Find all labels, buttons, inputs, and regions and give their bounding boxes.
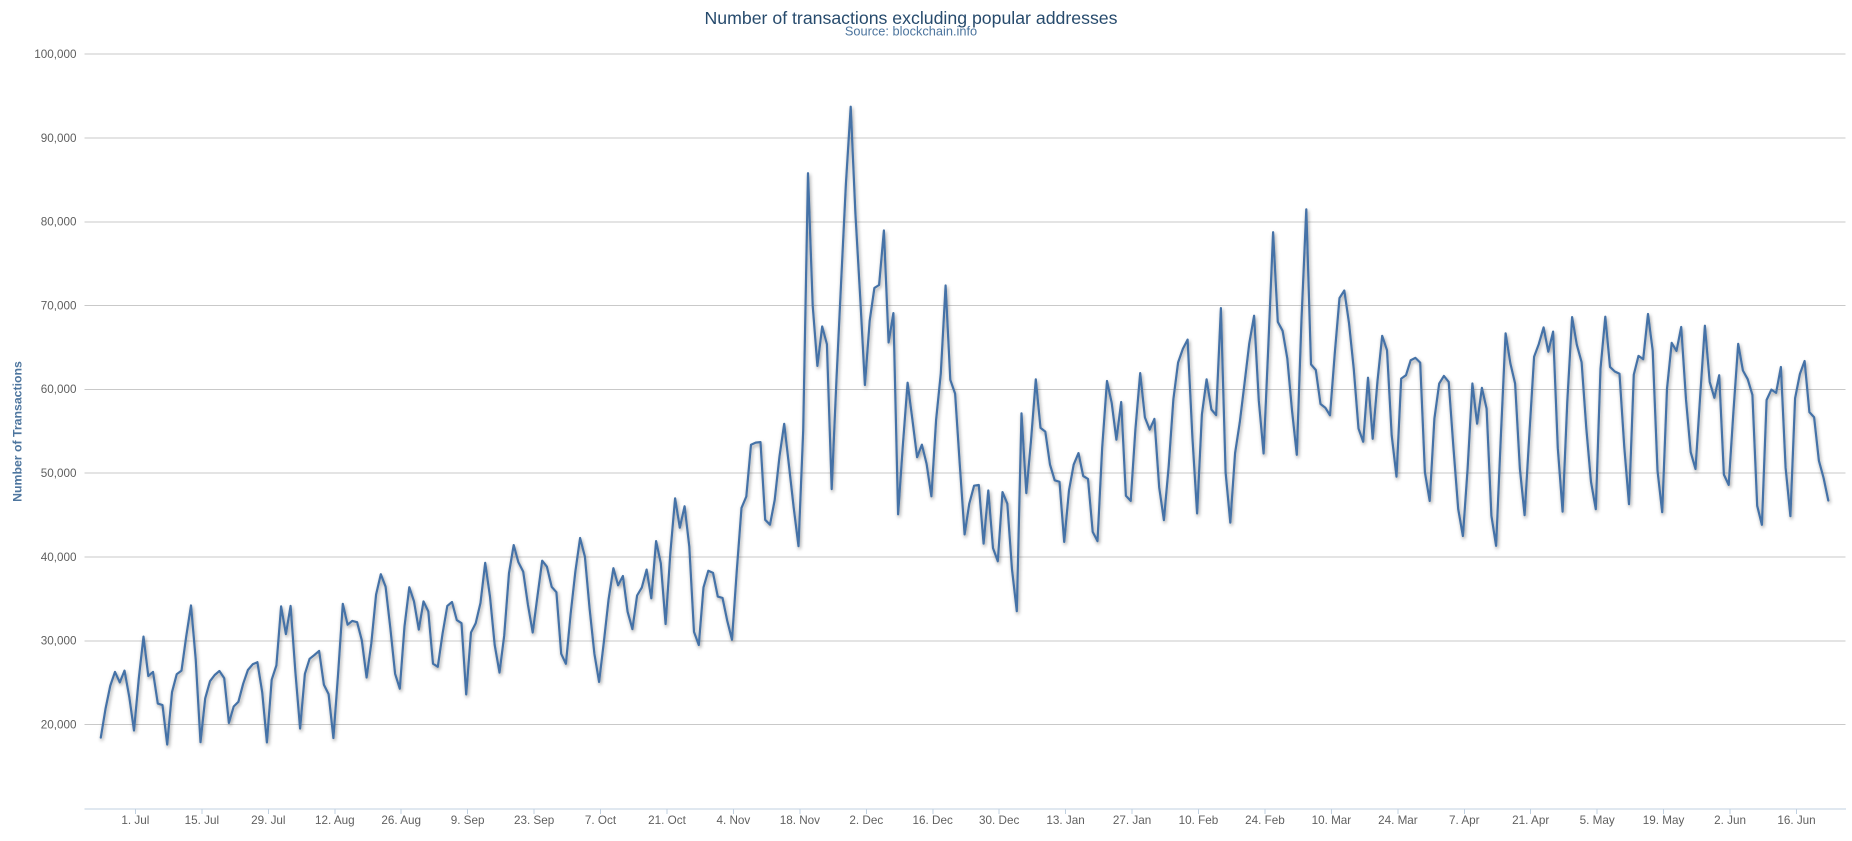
svg-text:Number of transactions excludi: Number of transactions excluding popular… (705, 8, 1118, 28)
svg-text:15. Jul: 15. Jul (185, 814, 219, 827)
svg-text:70,000: 70,000 (41, 299, 77, 312)
svg-text:2. Dec: 2. Dec (849, 814, 883, 827)
svg-text:9. Sep: 9. Sep (451, 814, 485, 827)
svg-text:26. Aug: 26. Aug (381, 814, 421, 827)
svg-text:16. Jun: 16. Jun (1777, 814, 1815, 827)
svg-text:10. Feb: 10. Feb (1179, 814, 1219, 827)
svg-text:21. Oct: 21. Oct (648, 814, 686, 827)
svg-text:18. Nov: 18. Nov (780, 814, 820, 827)
svg-text:24. Mar: 24. Mar (1378, 814, 1418, 827)
svg-text:80,000: 80,000 (41, 216, 77, 229)
svg-text:24. Feb: 24. Feb (1245, 814, 1285, 827)
svg-text:12. Aug: 12. Aug (315, 814, 355, 827)
svg-text:29. Jul: 29. Jul (251, 814, 285, 827)
svg-text:27. Jan: 27. Jan (1113, 814, 1151, 827)
svg-text:7. Apr: 7. Apr (1449, 814, 1480, 827)
svg-text:90,000: 90,000 (41, 132, 77, 145)
svg-text:50,000: 50,000 (41, 467, 77, 480)
svg-text:1. Jul: 1. Jul (121, 814, 149, 827)
svg-text:13. Jan: 13. Jan (1046, 814, 1084, 827)
svg-text:60,000: 60,000 (41, 383, 77, 396)
svg-text:2. Jun: 2. Jun (1714, 814, 1746, 827)
svg-text:21. Apr: 21. Apr (1512, 814, 1549, 827)
svg-text:Number of Transactions: Number of Transactions (11, 361, 25, 502)
svg-text:16. Dec: 16. Dec (913, 814, 953, 827)
svg-text:19. May: 19. May (1643, 814, 1685, 827)
svg-text:10. Mar: 10. Mar (1312, 814, 1352, 827)
svg-text:20,000: 20,000 (41, 718, 77, 731)
svg-text:7. Oct: 7. Oct (585, 814, 617, 827)
svg-text:Source: blockchain.info: Source: blockchain.info (845, 24, 977, 39)
svg-text:4. Nov: 4. Nov (717, 814, 751, 827)
svg-text:30,000: 30,000 (41, 635, 77, 648)
svg-text:23. Sep: 23. Sep (514, 814, 555, 827)
svg-text:40,000: 40,000 (41, 551, 77, 564)
svg-text:100,000: 100,000 (34, 48, 77, 61)
svg-text:30. Dec: 30. Dec (979, 814, 1019, 827)
svg-text:5. May: 5. May (1580, 814, 1615, 827)
